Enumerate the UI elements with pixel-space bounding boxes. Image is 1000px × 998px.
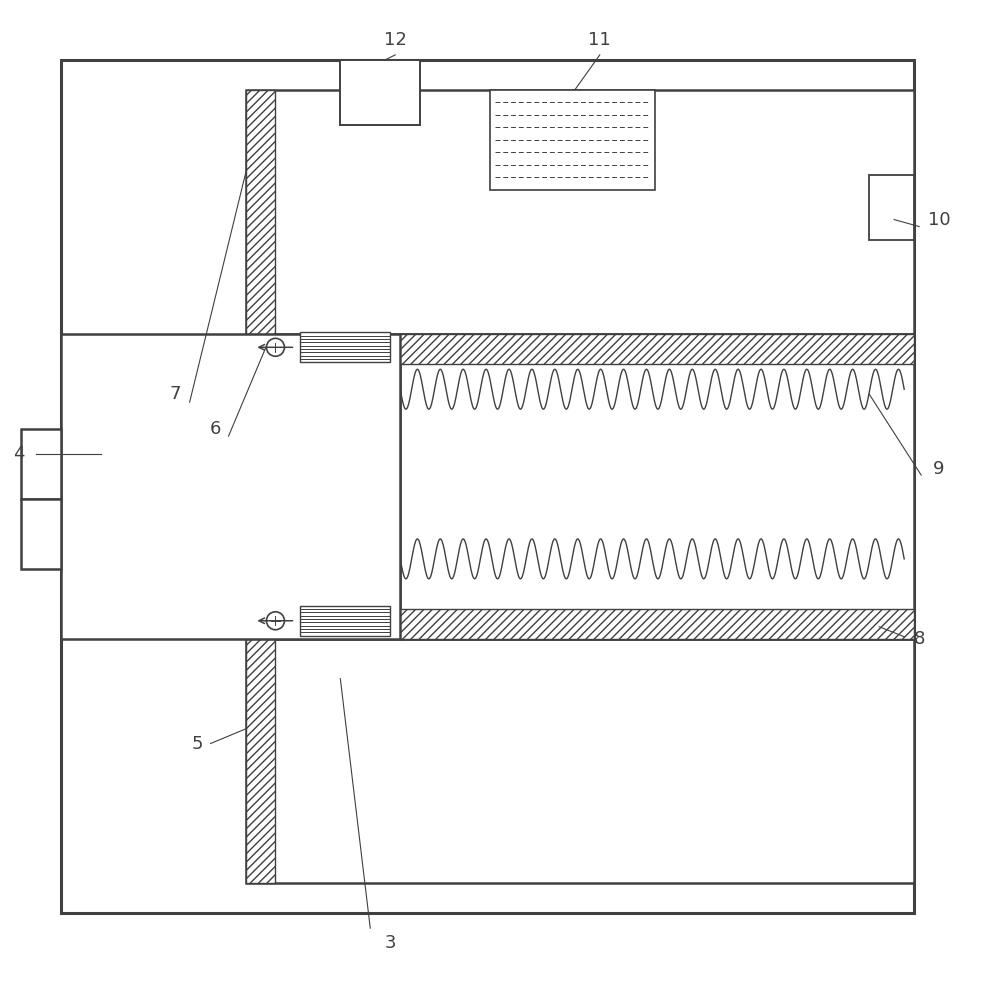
Bar	[246, 334, 914, 364]
Bar	[246, 90, 275, 334]
Text: 9: 9	[933, 460, 945, 478]
Bar	[21, 429, 61, 499]
Text: 10: 10	[928, 211, 950, 229]
Bar	[246, 639, 914, 883]
Bar	[61, 334, 400, 639]
Text: 6: 6	[210, 420, 221, 438]
Bar	[21, 499, 61, 569]
Bar	[869, 175, 914, 240]
Text: 11: 11	[588, 31, 611, 49]
Bar	[340, 60, 420, 125]
Bar	[490, 90, 655, 190]
Bar	[246, 639, 275, 883]
Bar	[246, 639, 275, 883]
Text: 8: 8	[913, 630, 925, 648]
Circle shape	[266, 338, 284, 356]
Text: 5: 5	[192, 735, 203, 752]
Bar	[246, 609, 914, 639]
Bar	[246, 90, 914, 334]
Text: 3: 3	[384, 934, 396, 952]
Bar	[61, 60, 914, 913]
Bar	[400, 334, 914, 639]
Text: 12: 12	[384, 31, 407, 49]
Bar	[300, 606, 390, 636]
Bar	[246, 90, 275, 334]
Bar	[300, 332, 390, 362]
Text: 4: 4	[13, 445, 25, 463]
Circle shape	[266, 612, 284, 630]
Bar	[246, 609, 914, 639]
Bar	[246, 334, 914, 364]
Text: 7: 7	[170, 385, 181, 403]
